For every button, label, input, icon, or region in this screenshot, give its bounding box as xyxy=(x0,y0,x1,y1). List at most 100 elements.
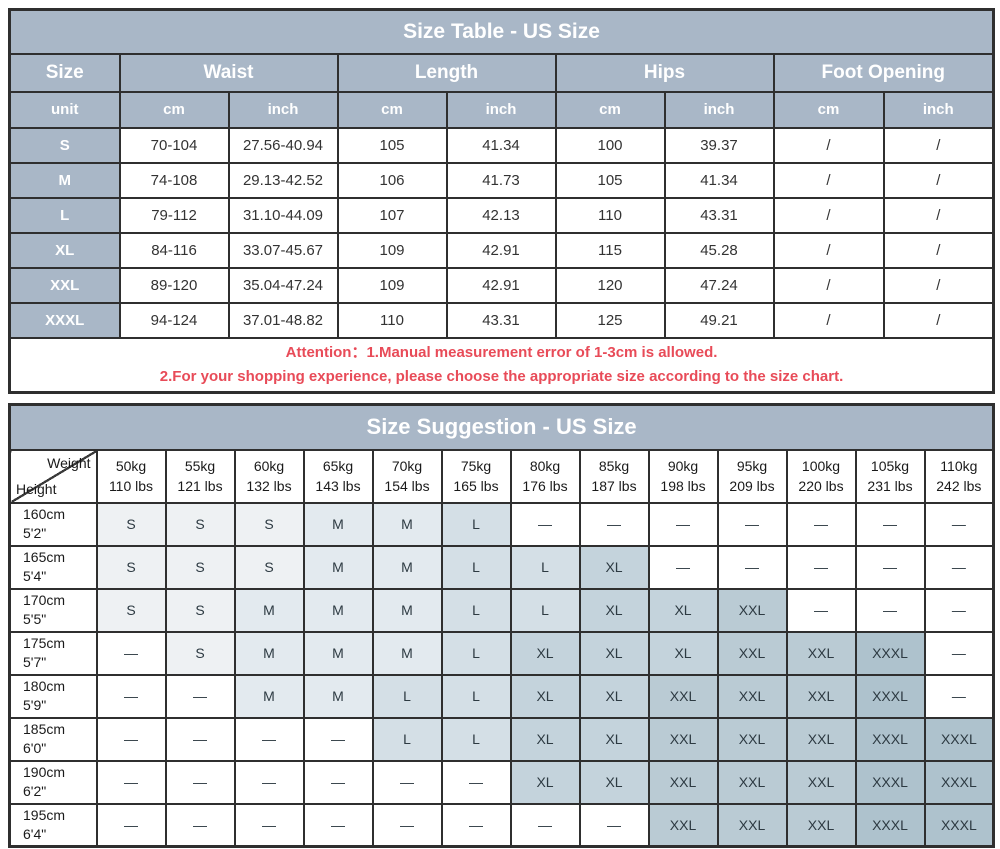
size-suggestion-cell: XXL xyxy=(716,716,788,762)
height-row-label: 180cm 5'9" xyxy=(8,673,98,719)
size-suggestion-cell: M xyxy=(302,501,374,547)
size-suggestion-cell: XL xyxy=(578,716,650,762)
measurement-cell: 94-124 xyxy=(118,301,230,339)
size-suggestion-cell: — xyxy=(785,587,857,633)
measurement-cell: 109 xyxy=(336,231,448,269)
size-row-label: L xyxy=(8,196,121,234)
suggestion-table-row: 185cm 6'0" — — — — L L XL XL XXL XXL XXL XXXL XXXL xyxy=(8,716,995,762)
measurement-cell: 70-104 xyxy=(118,126,230,164)
height-row-label: 185cm 6'0" xyxy=(8,716,98,762)
size-suggestion-cell: XXL xyxy=(647,716,719,762)
size-row-label: S xyxy=(8,126,121,164)
measurement-cell: 115 xyxy=(554,231,666,269)
size-suggestion-cell: — xyxy=(233,716,305,762)
size-suggestion-cell: XL xyxy=(509,716,581,762)
weight-lbs: 242 lbs xyxy=(936,478,982,494)
size-suggestion-cell: XXL xyxy=(785,673,857,719)
measurement-cell: 120 xyxy=(554,266,666,304)
unit-header-cm: cm xyxy=(772,90,885,129)
size-suggestion-cell: — xyxy=(440,802,512,848)
measurement-cell: 41.34 xyxy=(663,161,775,199)
weight-kg: 80kg xyxy=(529,458,561,474)
size-suggestion-cell: XXXL xyxy=(854,802,926,848)
column-header-size: Size xyxy=(8,52,121,93)
height-row-label: 160cm 5'2" xyxy=(8,501,98,547)
size-table-row: S 70-104 27.56-40.94 105 41.34 100 39.37// xyxy=(8,126,995,164)
size-suggestion-cell: XL xyxy=(578,673,650,719)
measurement-cell: / xyxy=(772,196,885,234)
weight-kg: 100kg xyxy=(801,458,841,474)
measurement-cell: 31.10-44.09 xyxy=(227,196,339,234)
height-cm: 180cm xyxy=(23,678,66,694)
weight-header: 100kg 220 lbs xyxy=(785,448,857,504)
measurement-cell: 47.24 xyxy=(663,266,775,304)
attention-note: Attention：1.Manual measurement error of … xyxy=(8,336,995,394)
weight-kg: 85kg xyxy=(598,458,630,474)
measurement-cell: 105 xyxy=(336,126,448,164)
size-suggestion-cell: — xyxy=(302,716,374,762)
size-suggestion-cell: — xyxy=(95,759,167,805)
size-suggestion-cell: — xyxy=(923,544,995,590)
size-suggestion-cell: L xyxy=(509,544,581,590)
measurement-cell: 42.13 xyxy=(445,196,557,234)
size-suggestion-cell: XXL xyxy=(716,759,788,805)
weight-kg: 90kg xyxy=(667,458,699,474)
weight-header: 50kg 110 lbs xyxy=(95,448,167,504)
size-suggestion-table: Size Suggestion - US Size Weight Height … xyxy=(8,403,996,848)
height-cm: 190cm xyxy=(23,764,66,780)
size-suggestion-cell: — xyxy=(923,630,995,676)
suggestion-table-row: 160cm 5'2" S S S M M L — — — — — — — xyxy=(8,501,995,547)
weight-header: 105kg 231 lbs xyxy=(854,448,926,504)
size-suggestion-cell: — xyxy=(716,544,788,590)
measurement-cell: 105 xyxy=(554,161,666,199)
measurement-cell: 110 xyxy=(554,196,666,234)
height-ft: 5'4" xyxy=(23,568,47,584)
size-suggestion-cell: S xyxy=(95,501,167,547)
size-suggestion-cell: L xyxy=(371,673,443,719)
size-suggestion-cell: XXL xyxy=(716,630,788,676)
attention-row: Attention：1.Manual measurement error of … xyxy=(8,336,995,394)
weight-kg: 60kg xyxy=(253,458,285,474)
weight-kg: 65kg xyxy=(322,458,354,474)
size-suggestion-cell: L xyxy=(440,630,512,676)
size-row-label: XXXL xyxy=(8,301,121,339)
measurement-cell: / xyxy=(772,301,885,339)
suggestion-table-row: 175cm 5'7" — S M M M L XL XL XL XXL XXL XXXL — xyxy=(8,630,995,676)
size-suggestion-cell: — xyxy=(164,802,236,848)
weight-lbs: 198 lbs xyxy=(660,478,706,494)
size-suggestion-cell: XXXL xyxy=(854,630,926,676)
height-cm: 165cm xyxy=(23,549,66,565)
size-suggestion-cell: XL xyxy=(647,587,719,633)
size-suggestion-cell: XXL xyxy=(647,759,719,805)
measurement-cell: / xyxy=(772,126,885,164)
measurement-cell: 100 xyxy=(554,126,666,164)
unit-header-inch: inch xyxy=(663,90,775,129)
weight-header: 90kg 198 lbs xyxy=(647,448,719,504)
size-suggestion-cell: XXXL xyxy=(923,716,995,762)
height-ft: 5'5" xyxy=(23,611,47,627)
size-suggestion-cell: L xyxy=(371,716,443,762)
weight-header: 95kg 209 lbs xyxy=(716,448,788,504)
attention-line-2: 2.For your shopping experience, please c… xyxy=(159,367,844,385)
size-suggestion-cell: S xyxy=(164,544,236,590)
measurement-cell: 37.01-48.82 xyxy=(227,301,339,339)
weight-kg: 105kg xyxy=(870,458,910,474)
measurement-cell: 106 xyxy=(336,161,448,199)
weight-lbs: 143 lbs xyxy=(315,478,361,494)
measurement-cell: 107 xyxy=(336,196,448,234)
weight-lbs: 110 lbs xyxy=(108,478,154,494)
unit-header: unit xyxy=(8,90,121,129)
size-suggestion-cell: XXXL xyxy=(854,716,926,762)
size-suggestion-cell: — xyxy=(785,544,857,590)
weight-lbs: 187 lbs xyxy=(591,478,637,494)
size-suggestion-cell: S xyxy=(233,501,305,547)
measurement-cell: 29.13-42.52 xyxy=(227,161,339,199)
measurement-cell: / xyxy=(882,196,995,234)
weight-header: 85kg 187 lbs xyxy=(578,448,650,504)
size-suggestion-cell: — xyxy=(164,759,236,805)
weight-lbs: 220 lbs xyxy=(798,478,844,494)
measurement-cell: / xyxy=(882,126,995,164)
suggestion-header-row: Weight Height 50kg 110 lbs 55kg 121 lbs … xyxy=(8,448,995,504)
size-row-label: XXL xyxy=(8,266,121,304)
size-table-body: S 70-104 27.56-40.94 105 41.34 100 39.37// M 74-… xyxy=(8,126,995,339)
